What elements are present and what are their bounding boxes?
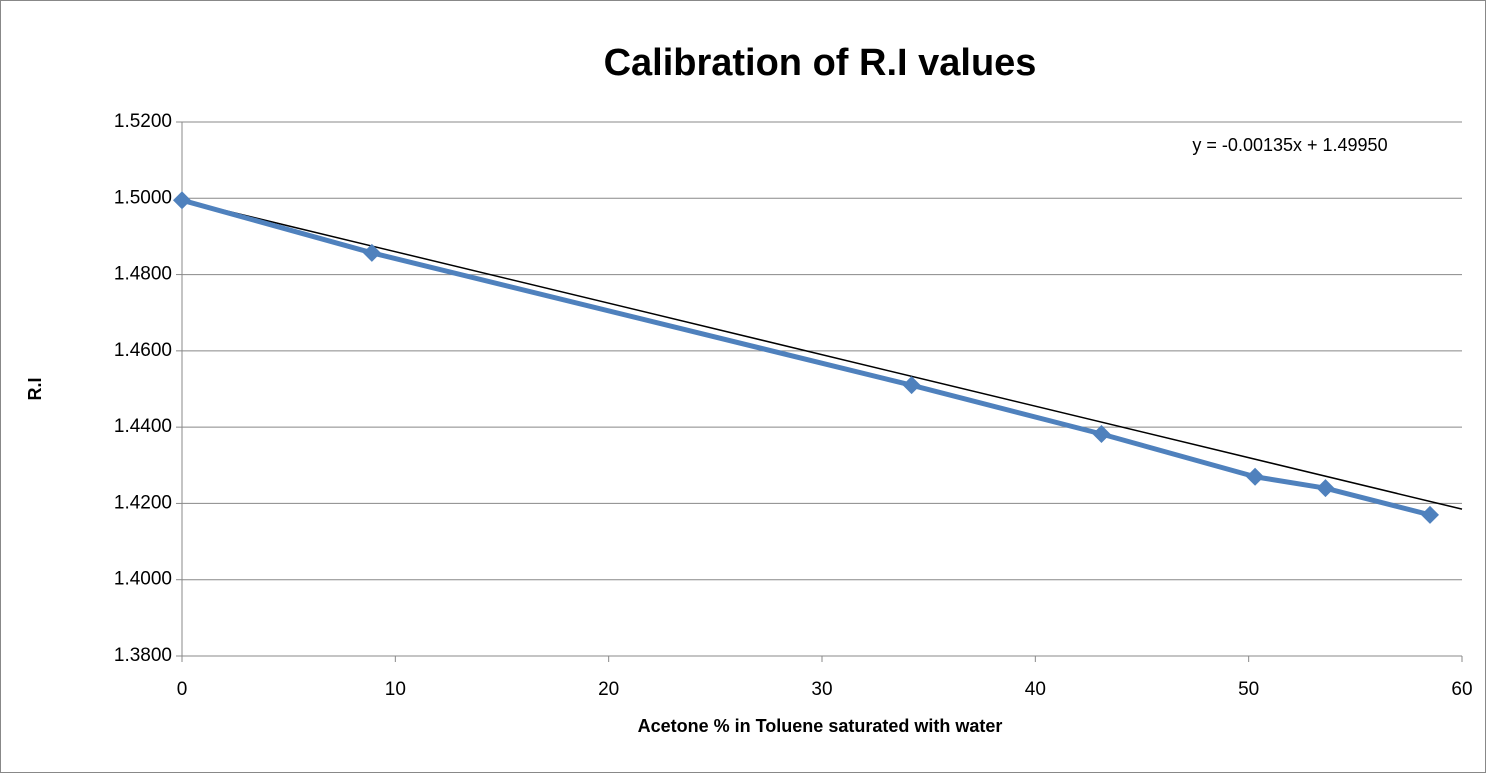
x-tick-label: 40 (1025, 679, 1046, 700)
y-tick-label: 1.4800 (114, 264, 172, 285)
x-tick-label: 0 (177, 679, 188, 700)
y-tick-label: 1.4600 (114, 340, 172, 361)
data-point (1316, 479, 1335, 498)
y-tick-label: 1.4000 (114, 569, 172, 590)
data-point (362, 243, 381, 262)
y-tick-label: 1.4400 (114, 416, 172, 437)
y-tick-label: 1.5000 (114, 187, 172, 208)
chart-title: Calibration of R.I values (604, 42, 1037, 84)
x-tick-label: 30 (811, 679, 832, 700)
trendline-equation: y = -0.00135x + 1.49950 (1192, 135, 1387, 155)
x-axis-label: Acetone % in Toluene saturated with wate… (638, 716, 1003, 736)
data-point (1092, 425, 1111, 444)
y-tick-label: 1.4200 (114, 492, 172, 513)
data-point (1246, 467, 1265, 486)
y-tick-label: 1.3800 (114, 645, 172, 666)
x-tick-label: 50 (1238, 679, 1259, 700)
y-axis-label: R.I (25, 377, 45, 400)
x-tick-label: 20 (598, 679, 619, 700)
data-point (173, 191, 191, 210)
data-point (1421, 505, 1439, 524)
x-tick-label: 10 (385, 679, 406, 700)
x-tick-label: 60 (1451, 679, 1472, 700)
data-point (902, 376, 921, 395)
y-tick-label: 1.5200 (114, 111, 172, 132)
trendline (181, 199, 1463, 510)
